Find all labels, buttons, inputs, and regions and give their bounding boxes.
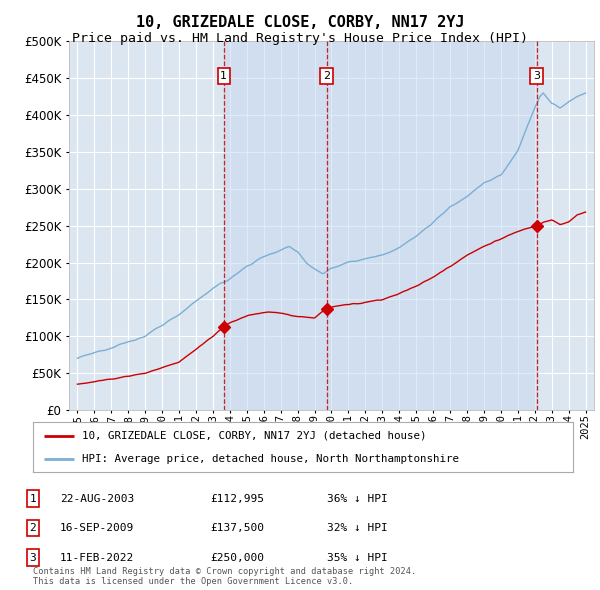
- Text: 3: 3: [29, 553, 37, 562]
- Text: 11-FEB-2022: 11-FEB-2022: [60, 553, 134, 562]
- Text: 16-SEP-2009: 16-SEP-2009: [60, 523, 134, 533]
- Text: Contains HM Land Registry data © Crown copyright and database right 2024.
This d: Contains HM Land Registry data © Crown c…: [33, 567, 416, 586]
- Text: 1: 1: [220, 71, 227, 81]
- Text: £250,000: £250,000: [210, 553, 264, 562]
- Text: HPI: Average price, detached house, North Northamptonshire: HPI: Average price, detached house, Nort…: [82, 454, 458, 464]
- Bar: [224, 41, 326, 410]
- Text: 35% ↓ HPI: 35% ↓ HPI: [327, 553, 388, 562]
- Text: 10, GRIZEDALE CLOSE, CORBY, NN17 2YJ: 10, GRIZEDALE CLOSE, CORBY, NN17 2YJ: [136, 15, 464, 30]
- Text: 10, GRIZEDALE CLOSE, CORBY, NN17 2YJ (detached house): 10, GRIZEDALE CLOSE, CORBY, NN17 2YJ (de…: [82, 431, 426, 441]
- Text: 1: 1: [29, 494, 37, 503]
- Text: 32% ↓ HPI: 32% ↓ HPI: [327, 523, 388, 533]
- Text: 36% ↓ HPI: 36% ↓ HPI: [327, 494, 388, 503]
- Text: 2: 2: [29, 523, 37, 533]
- Text: Price paid vs. HM Land Registry's House Price Index (HPI): Price paid vs. HM Land Registry's House …: [72, 32, 528, 45]
- Bar: [326, 41, 537, 410]
- Text: 3: 3: [533, 71, 540, 81]
- Text: 22-AUG-2003: 22-AUG-2003: [60, 494, 134, 503]
- Text: £112,995: £112,995: [210, 494, 264, 503]
- Text: £137,500: £137,500: [210, 523, 264, 533]
- Text: 2: 2: [323, 71, 330, 81]
